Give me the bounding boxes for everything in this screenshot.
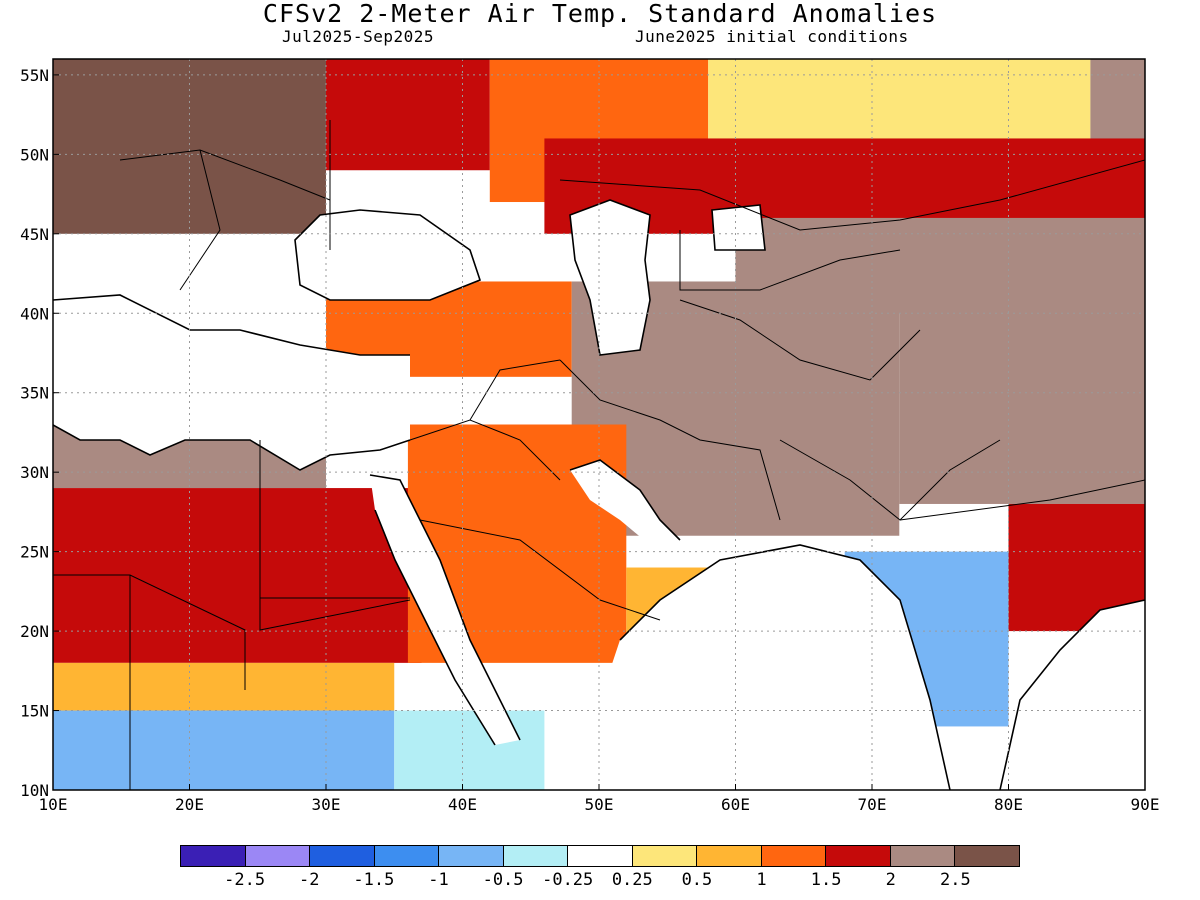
colorbar-swatch [181,846,246,866]
colorbar-label: 0.25 [611,870,653,890]
x-tick-label: 30E [312,795,341,814]
y-tick-label: 45N [20,225,49,244]
colorbar-swatch [245,846,311,866]
y-tick-label: 30N [20,463,49,482]
forecast-period: Jul2025-Sep2025 [282,27,434,46]
country-borders [53,120,1145,790]
colorbar-label: 2.5 [940,870,971,890]
colorbar-swatch [697,846,762,866]
x-tick-label: 60E [721,795,750,814]
y-axis: 10N 15N 20N 25N 30N 35N 40N 45N 50N 55N [20,66,59,800]
black-sea [295,210,480,300]
x-axis: 10E 20E 30E 40E 50E 60E 70E 80E 90E [39,784,1160,814]
anomaly-region-16 [394,710,545,790]
colorbar-label: 0.5 [681,870,713,890]
anomaly-region-15 [53,710,395,790]
x-tick-label: 40E [448,795,477,814]
colorbar-swatch [568,846,633,866]
mediterranean-sea [53,295,410,470]
colorbar-swatch [761,846,827,866]
colorbar-swatch [955,846,1019,866]
arabian-sea [600,545,950,790]
colorbar-swatch [503,846,569,866]
y-tick-label: 25N [20,543,49,562]
caspian-sea [570,200,650,355]
x-tick-label: 50E [585,795,614,814]
x-tick-label: 20E [175,795,204,814]
initial-conditions-label: June2025 initial conditions [635,27,909,46]
x-tick-label: 10E [39,795,68,814]
colorbar-swatch [439,846,504,866]
coastlines [53,199,1145,790]
y-tick-label: 40N [20,304,49,323]
red-sea [370,475,520,745]
anomaly-region-14 [53,662,395,711]
colorbar-label: 1.5 [810,870,842,890]
colorbar-swatch [310,846,375,866]
map-title: CFSv2 2-Meter Air Temp. Standard Anomali… [262,0,938,28]
colorbar-label: 1 [756,870,767,890]
colorbar-label: -2.5 [224,870,266,890]
x-tick-label: 80E [994,795,1023,814]
colorbar-label: -1 [428,870,449,890]
colorbar-label: -2 [298,870,320,890]
anomaly-region-0 [53,59,326,234]
colorbar-label: 2 [885,870,896,890]
aral-sea [712,205,765,250]
y-tick-label: 15N [20,702,49,721]
colorbar-label: -0.25 [542,870,594,890]
x-tick-label: 90E [1131,795,1160,814]
y-tick-label: 50N [20,145,49,164]
graticule [53,59,1145,790]
colorbar-swatch [890,846,956,866]
colorbar [180,845,1020,867]
colorbar-swatch [826,846,891,866]
y-tick-label: 10N [20,781,49,800]
colorbar-label: -1.5 [353,870,395,890]
colorbar-swatch [632,846,698,866]
colorbar-swatch [374,846,440,866]
x-tick-label: 70E [858,795,887,814]
colorbar-label: -0.5 [482,870,524,890]
water-bodies [53,200,1145,790]
persian-gulf [570,460,680,545]
bay-of-bengal [1000,600,1145,790]
anomaly-region-1 [326,59,490,171]
y-tick-label: 35N [20,384,49,403]
y-tick-label: 55N [20,66,49,85]
y-tick-label: 20N [20,622,49,641]
